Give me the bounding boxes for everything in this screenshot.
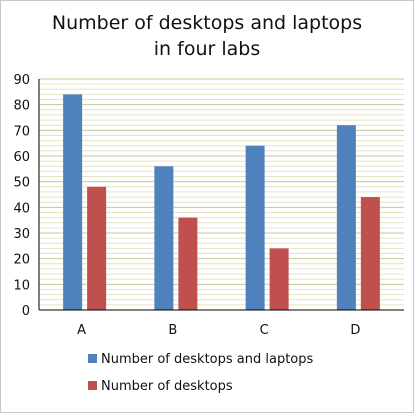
axes (38, 79, 404, 311)
y-tick-label: 80 (13, 99, 30, 114)
x-tick-label: A (77, 323, 86, 338)
y-tick-label: 40 (13, 201, 30, 216)
y-tick-label: 0 (22, 304, 30, 319)
legend-label: Number of desktops and laptops (101, 352, 313, 367)
y-tick-label: 70 (13, 124, 30, 139)
y-tick-label: 10 (13, 278, 30, 293)
y-tick-labels: 0 10 20 30 40 50 60 70 80 90 (13, 73, 30, 319)
legend-swatch (88, 354, 97, 363)
bar-D-series-2 (360, 197, 380, 310)
y-tick-label: 30 (13, 227, 30, 242)
bar-C-series-1 (245, 145, 265, 310)
x-tick-label: C (260, 323, 269, 338)
x-tick-label: B (168, 323, 177, 338)
bar-B-series-2 (178, 217, 198, 310)
bars (63, 94, 380, 311)
bar-C-series-2 (269, 248, 289, 310)
bar-A-series-1 (63, 94, 83, 311)
y-tick-label: 50 (13, 176, 30, 191)
chart-title-line-1: Number of desktops and laptops (51, 12, 363, 34)
y-tick-label: 60 (13, 150, 30, 165)
bar-D-series-1 (336, 125, 356, 310)
bar-B-series-1 (154, 166, 174, 310)
y-tick-label: 20 (13, 253, 30, 268)
x-tick-labels: A B C D (77, 323, 360, 338)
bar-A-series-2 (87, 186, 107, 310)
legend-swatch (88, 381, 97, 390)
chart-title-line-2: in four labs (153, 38, 261, 60)
x-tick-label: D (350, 323, 360, 338)
legend: Number of desktops and laptops Number of … (88, 352, 313, 394)
legend-label: Number of desktops (101, 379, 233, 394)
y-tick-label: 90 (13, 73, 30, 88)
